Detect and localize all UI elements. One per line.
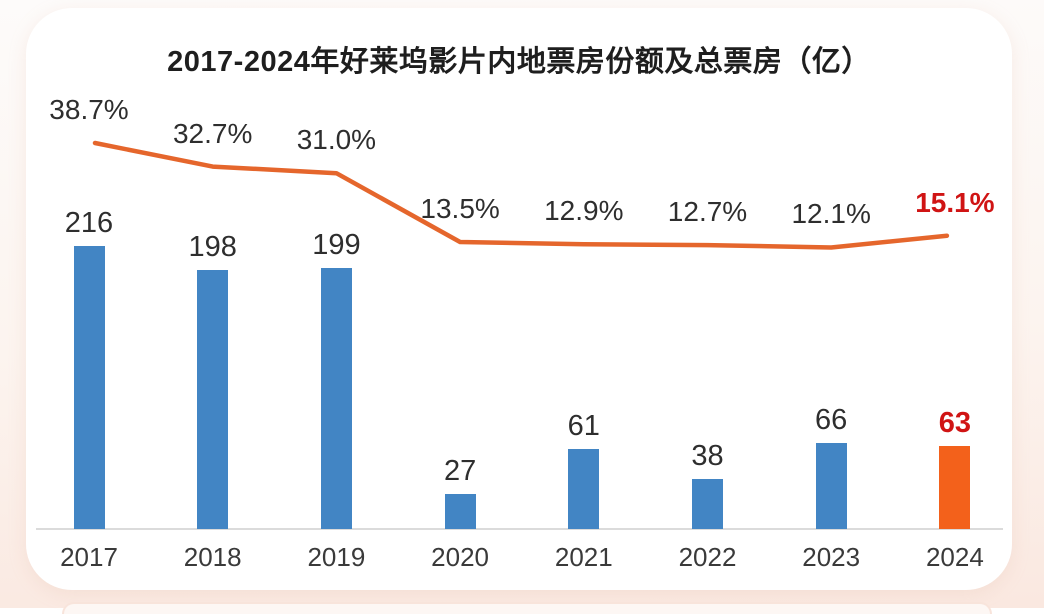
next-card-peek	[62, 602, 992, 614]
bar-2023	[815, 442, 847, 529]
bar-value-2017: 216	[64, 207, 114, 240]
bar-2020	[444, 493, 476, 529]
share-label-2024: 15.1%	[915, 186, 995, 218]
share-line-chart	[92, 140, 950, 250]
year-label-2024: 2024	[925, 542, 984, 572]
share-label-2023: 12.1%	[791, 198, 871, 230]
share-label-2020: 13.5%	[420, 192, 500, 224]
bar-value-2019: 199	[312, 229, 361, 262]
bar-value-2018: 198	[188, 230, 237, 263]
bar-2019	[320, 268, 352, 529]
chart-title: 2017-2024年好莱坞影片内地票房份额及总票房（亿）	[167, 46, 871, 78]
share-label-2018: 32.7%	[172, 117, 253, 149]
year-label-2018: 2018	[183, 542, 242, 572]
year-label-2020: 2020	[431, 542, 490, 572]
bar-2017	[73, 246, 105, 529]
chart-card: 2017-2024年好莱坞影片内地票房份额及总票房（亿） 216 38.7% 201…	[26, 8, 1012, 590]
year-label-2023: 2023	[802, 542, 861, 572]
bar-value-2021: 61	[567, 410, 600, 443]
bar-2024	[939, 446, 971, 529]
share-line	[92, 140, 950, 250]
year-label-2017: 2017	[60, 542, 118, 572]
share-label-2017: 38.7%	[49, 93, 129, 125]
year-label-2022: 2022	[678, 542, 737, 572]
bar-2022	[692, 479, 723, 529]
bar-2018	[197, 269, 229, 529]
bar-2021	[568, 449, 600, 529]
chart-plot-area: 216 38.7% 2017 198 32.7% 2018 199 31.0% 2019 27 13…	[26, 8, 1012, 590]
year-label-2019: 2019	[307, 542, 366, 572]
share-label-2019: 31.0%	[296, 124, 377, 156]
share-label-2022: 12.7%	[667, 196, 748, 228]
bar-value-2023: 66	[815, 403, 848, 436]
share-label-2021: 12.9%	[544, 195, 624, 227]
year-label-2021: 2021	[554, 542, 613, 572]
bar-value-2020: 27	[443, 454, 477, 487]
bar-value-2022: 38	[691, 440, 724, 473]
x-axis-line	[36, 528, 1003, 530]
bar-value-2024: 63	[938, 407, 972, 440]
